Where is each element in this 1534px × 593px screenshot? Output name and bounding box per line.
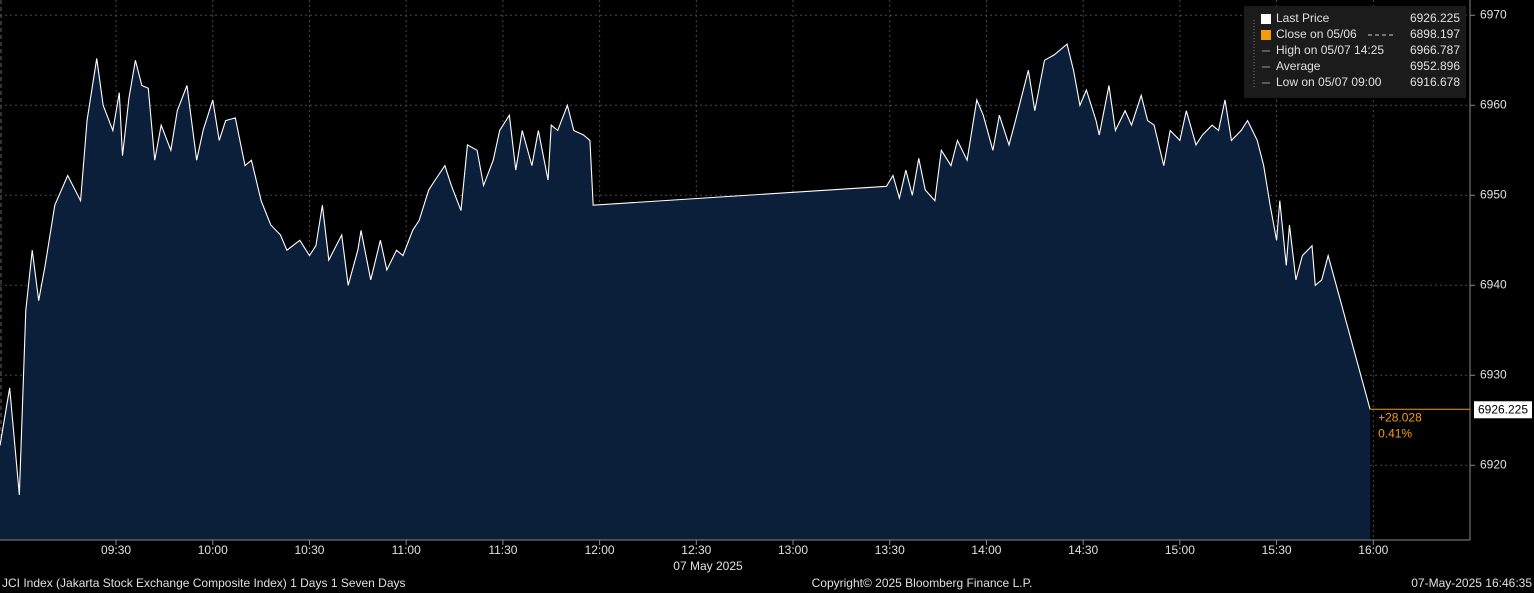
x-tick-label: 11:00 xyxy=(392,543,421,557)
x-tick-label: 13:30 xyxy=(875,543,905,557)
legend-label: Close on 05/06 xyxy=(1276,27,1357,41)
legend-label: Low on 05/07 09:00 xyxy=(1276,75,1382,89)
legend-swatch xyxy=(1261,14,1271,24)
price-tag xyxy=(1474,401,1532,419)
footer-right: 07-May-2025 16:46:35 xyxy=(1411,576,1532,590)
x-axis-label: 07 May 2025 xyxy=(673,559,743,573)
legend-value: 6898.197 xyxy=(1410,27,1460,41)
footer-center: Copyright© 2025 Bloomberg Finance L.P. xyxy=(812,576,1033,590)
legend-value: 6966.787 xyxy=(1410,43,1460,57)
legend-value: 6926.225 xyxy=(1410,11,1460,25)
area xyxy=(0,44,1371,540)
y-tick-label: 6960 xyxy=(1480,97,1507,111)
x-tick-label: 15:00 xyxy=(1165,543,1195,557)
x-tick-label: 16:00 xyxy=(1358,543,1388,557)
y-tick-label: 6970 xyxy=(1480,7,1507,21)
legend-box xyxy=(1244,6,1466,98)
x-tick-label: 13:00 xyxy=(778,543,808,557)
legend-value: 6952.896 xyxy=(1410,59,1460,73)
footer-left: JCI Index (Jakarta Stock Exchange Compos… xyxy=(2,576,406,590)
x-tick-label: 15:30 xyxy=(1262,543,1292,557)
x-tick-label: 14:00 xyxy=(971,543,1001,557)
change-label: +28.028 xyxy=(1378,410,1422,424)
price-line xyxy=(0,43,1371,496)
x-tick-label: 11:30 xyxy=(488,543,517,557)
price-tag-label: 6926.225 xyxy=(1478,402,1528,416)
change-pct-label: 0.41% xyxy=(1378,426,1412,440)
x-tick-label: 12:00 xyxy=(585,543,615,557)
legend-value: 6916.678 xyxy=(1410,75,1460,89)
legend-swatch xyxy=(1261,30,1271,40)
x-tick-label: 09:30 xyxy=(101,543,131,557)
x-tick-label: 12:30 xyxy=(681,543,711,557)
legend-label: Last Price xyxy=(1276,11,1330,25)
x-tick-label: 10:00 xyxy=(198,543,228,557)
legend-label: High on 05/07 14:25 xyxy=(1276,43,1384,57)
y-tick-label: 6950 xyxy=(1480,187,1507,201)
x-tick-label: 10:30 xyxy=(294,543,324,557)
x-tick-label: 14:30 xyxy=(1068,543,1098,557)
y-tick-label: 6940 xyxy=(1480,277,1507,291)
y-tick-label: 6920 xyxy=(1480,457,1507,471)
legend-label: Average xyxy=(1276,59,1321,73)
y-tick-label: 6930 xyxy=(1480,367,1507,381)
